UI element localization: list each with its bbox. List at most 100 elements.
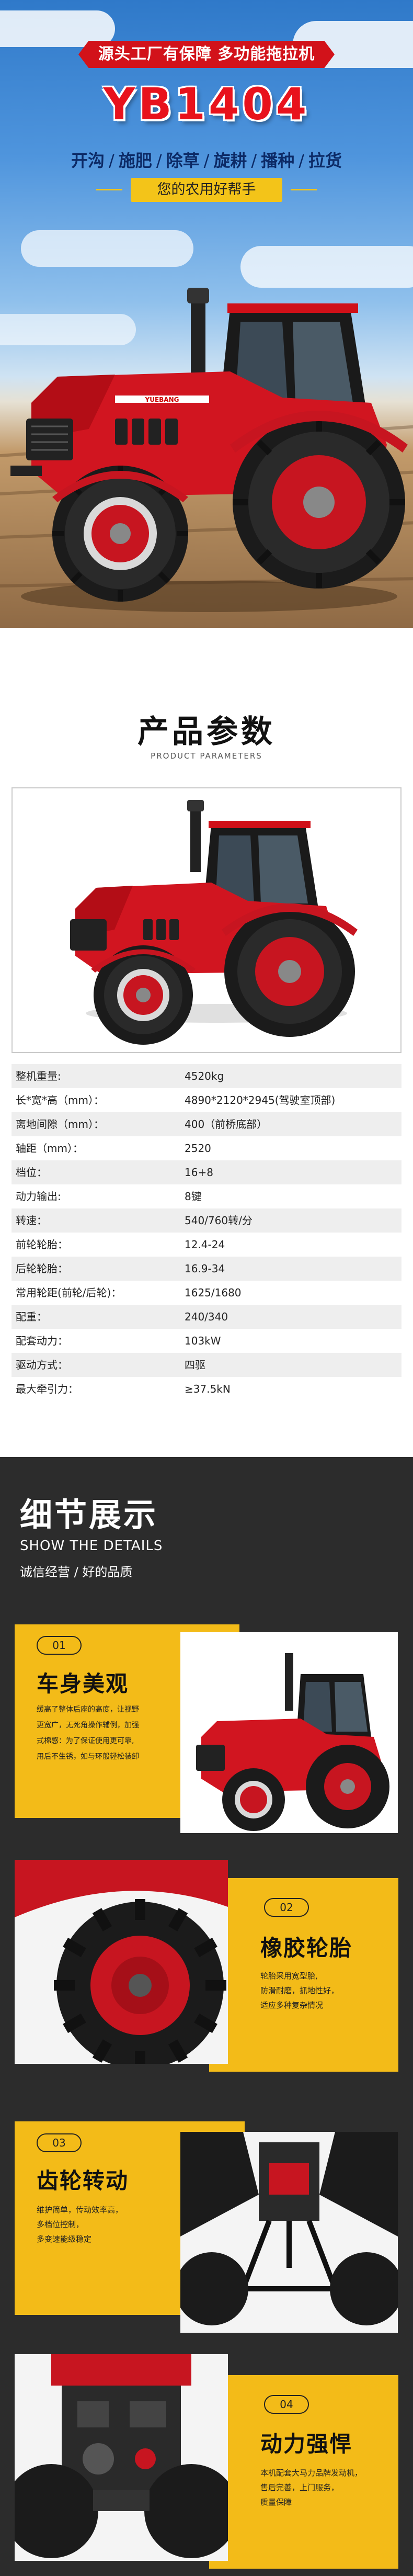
tractor-brand-text: YUEBANG (145, 396, 179, 403)
detail-card-title: 动力强悍 (260, 2431, 353, 2457)
spec-key: 驱动方式： (16, 1359, 68, 1371)
details-subtitle-cn: 诚信经营 / 好的品质 (20, 1565, 133, 1579)
spec-row: 轴距（mm）： 2520 (12, 1136, 401, 1160)
tractor-image (70, 800, 358, 1045)
detail-card-title: 车身美观 (37, 1671, 129, 1697)
detail-card-desc: 轮胎采用宽型胎, 防滑耐磨，抓地性好， 适应多种复杂情况 (260, 1969, 391, 2013)
feature-item: 除草 (166, 151, 200, 171)
detail-card-02-image (15, 1860, 228, 2064)
tractor-image (196, 1653, 389, 1831)
desc-line: 防滑耐磨，抓地性好， (260, 1986, 339, 1995)
spec-key: 后轮轮胎： (16, 1262, 68, 1275)
spec-value: 16+8 (185, 1166, 213, 1179)
spec-row: 长*宽*高（mm）： 4890*2120*2945(驾驶室顶部) (12, 1088, 401, 1112)
spec-value: 2520 (185, 1142, 211, 1155)
detail-card-number: 04 (264, 2395, 309, 2414)
spec-key: 长*宽*高（mm）： (16, 1094, 104, 1106)
hero-feature-list: 开沟 / 施肥 / 除草 / 旋耕 / 播种 / 拉货 (71, 151, 342, 171)
spec-key: 离地间隙（mm）： (16, 1118, 104, 1131)
feature-item: 拉货 (308, 151, 342, 171)
spec-row: 驱动方式： 四驱 (12, 1353, 401, 1377)
desc-line: 适应多种复杂情况 (260, 2001, 324, 2010)
spec-row: 前轮轮胎： 12.4-24 (12, 1233, 401, 1257)
spec-value: 1625/1680 (185, 1286, 242, 1299)
spec-key: 轴距（mm）： (16, 1142, 83, 1155)
detail-card-title: 橡胶轮胎 (260, 1935, 353, 1961)
spec-value: ≥37.5kN (185, 1383, 231, 1395)
tire-image (15, 1860, 228, 2064)
spec-value: 12.4-24 (185, 1238, 225, 1251)
desc-line: 式棉感：为了保证使用更可靠, (37, 1737, 134, 1745)
spec-key: 动力输出: (16, 1190, 61, 1203)
spec-key: 常用轮距(前轮/后轮)： (16, 1286, 122, 1299)
desc-line: 多档位控制， (37, 2220, 84, 2229)
spec-row: 后轮轮胎： 16.9-34 (12, 1257, 401, 1281)
feature-item: 旋耕 (213, 151, 247, 171)
desc-line: 质量保障 (260, 2498, 292, 2507)
details-subtitle-en: SHOW THE DETAILS (20, 1538, 163, 1554)
tractor-image: YUEBANG (10, 288, 408, 612)
feature-item: 施肥 (118, 151, 152, 171)
cloud (240, 246, 413, 288)
spec-row: 配重： 240/340 (12, 1305, 401, 1329)
spec-value: 四驱 (185, 1359, 205, 1371)
hero-banner: 源头工厂有保障 多功能拖拉机 YB1404 开沟 / 施肥 / 除草 / 旋耕 / 播种 / 拉货 … (0, 0, 413, 628)
spec-key: 最大牵引力： (16, 1383, 78, 1395)
spec-key: 整机重量: (16, 1070, 61, 1082)
details-section: 细节展示 SHOW THE DETAILS 诚信经营 / 好的品质 01 车身美… (0, 1457, 413, 2576)
spec-value: 4890*2120*2945(驾驶室顶部) (185, 1094, 336, 1106)
desc-line: 售后完善，上门服务， (260, 2483, 339, 2492)
spec-row: 常用轮距(前轮/后轮)： 1625/1680 (12, 1281, 401, 1305)
spec-section-title: 产品参数 (137, 714, 276, 750)
feature-item: 播种 (261, 151, 295, 171)
desc-line: 用后不生锈，如与环般轻松装卸 (37, 1753, 139, 1761)
desc-line: 维护简单，传动效率高， (37, 2205, 123, 2215)
spec-key: 转速： (16, 1214, 47, 1227)
feature-item: 开沟 (71, 151, 105, 171)
desc-line: 轮胎采用宽型胎, (260, 1971, 318, 1981)
spec-key: 配套动力： (16, 1335, 68, 1347)
detail-card-01-image (180, 1632, 398, 1833)
spec-key: 档位： (16, 1166, 47, 1179)
spec-section-subtitle: PRODUCT PARAMETERS (151, 751, 262, 761)
detail-card-desc: 本机配套大马力品牌发动机， 售后完善，上门服务， 质量保障 (260, 2466, 391, 2510)
spec-row: 档位： 16+8 (12, 1160, 401, 1184)
details-title: 细节展示 (20, 1496, 158, 1534)
spec-row: 离地间隙（mm）： 400（前桥底部） (12, 1112, 401, 1136)
spec-value: 400（前桥底部） (185, 1118, 268, 1131)
desc-line: 更宽广，无死角操作辅例，加强 (37, 1721, 139, 1730)
engine-image (15, 2354, 228, 2561)
detail-card-desc: 维护简单，传动效率高， 多档位控制， 多变速能级稳定 (37, 2202, 173, 2246)
hero-ribbon: 源头工厂有保障 多功能拖拉机 (78, 41, 335, 68)
desc-line: 缓高了整体后座的高度，让视野 (37, 1705, 139, 1714)
spec-key: 前轮轮胎： (16, 1238, 68, 1251)
spec-row: 配套动力： 103kW (12, 1329, 401, 1353)
detail-card-title: 齿轮转动 (37, 2168, 129, 2194)
detail-card-number: 01 (37, 1636, 82, 1655)
spec-tractor-photo (12, 787, 401, 1053)
detail-card-number: 02 (264, 1898, 309, 1917)
detail-card-03-image (180, 2132, 398, 2333)
spec-value: 16.9-34 (185, 1262, 225, 1275)
hero-slogan: 您的农用好帮手 (96, 178, 317, 202)
desc-line: 多变速能级稳定 (37, 2234, 92, 2244)
spec-row: 转速： 540/760转/分 (12, 1208, 401, 1233)
spec-value: 103kW (185, 1335, 221, 1347)
spec-key: 配重： (16, 1310, 47, 1323)
detail-card-number: 03 (37, 2133, 82, 2152)
spec-row: 最大牵引力： ≥37.5kN (12, 1377, 401, 1401)
gear-hitch-image (180, 2132, 398, 2333)
spec-table: 整机重量: 4520kg 长*宽*高（mm）： 4890*2120*2945(驾驶室… (12, 1064, 401, 1401)
spec-value: 240/340 (185, 1310, 228, 1323)
cloud (21, 230, 193, 267)
spec-value: 540/760转/分 (185, 1214, 253, 1227)
hero-model-title: YB1404 (103, 78, 310, 130)
detail-card-04-image (15, 2354, 228, 2561)
cloud (0, 314, 136, 345)
spec-value: 8键 (185, 1190, 202, 1203)
detail-card-desc: 缓高了整体后座的高度，让视野 更宽广，无死角操作辅例，加强 式棉感：为了保证使用… (37, 1702, 173, 1765)
desc-line: 本机配套大马力品牌发动机， (260, 2468, 363, 2478)
spec-row: 动力输出: 8键 (12, 1184, 401, 1208)
spec-value: 4520kg (185, 1070, 224, 1082)
spec-row: 整机重量: 4520kg (12, 1064, 401, 1088)
